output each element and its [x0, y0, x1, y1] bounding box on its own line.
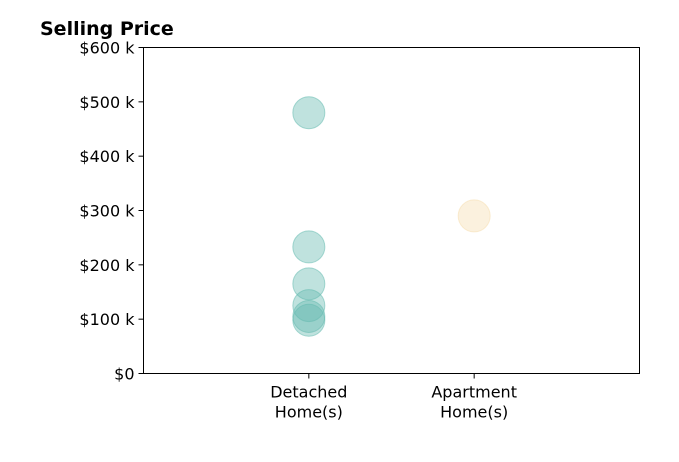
- data-point: [292, 303, 326, 337]
- chart-title: Selling Price: [40, 18, 174, 40]
- y-tick-label: $0: [114, 365, 134, 384]
- x-axis: Detached Home(s)Apartment Home(s): [270, 373, 517, 422]
- data-point: [292, 96, 326, 130]
- y-tick-label: $100 k: [79, 310, 135, 329]
- x-tick-label-line: Home(s): [275, 403, 343, 422]
- data-point: [292, 289, 326, 323]
- x-tick-label-line: Apartment: [431, 383, 517, 402]
- x-tick-label-line: Home(s): [440, 403, 508, 422]
- y-tick-label: $300 k: [79, 202, 135, 221]
- y-tick-label: $500 k: [79, 93, 135, 112]
- x-tick-label-line: Detached: [270, 383, 347, 402]
- plot-marks: [292, 96, 491, 337]
- y-tick-label: $200 k: [79, 256, 135, 275]
- x-tick-label: Detached Home(s): [270, 383, 347, 422]
- x-tick-label: Apartment Home(s): [431, 383, 517, 422]
- data-point: [457, 199, 491, 233]
- data-point: [292, 230, 326, 264]
- y-axis: $0 $100 k $200 k $300 k $400 k $500 k $600 k: [79, 39, 144, 384]
- y-tick-label: $400 k: [79, 147, 135, 166]
- plot-area-frame: [143, 47, 640, 374]
- y-tick-label: $600 k: [79, 39, 135, 58]
